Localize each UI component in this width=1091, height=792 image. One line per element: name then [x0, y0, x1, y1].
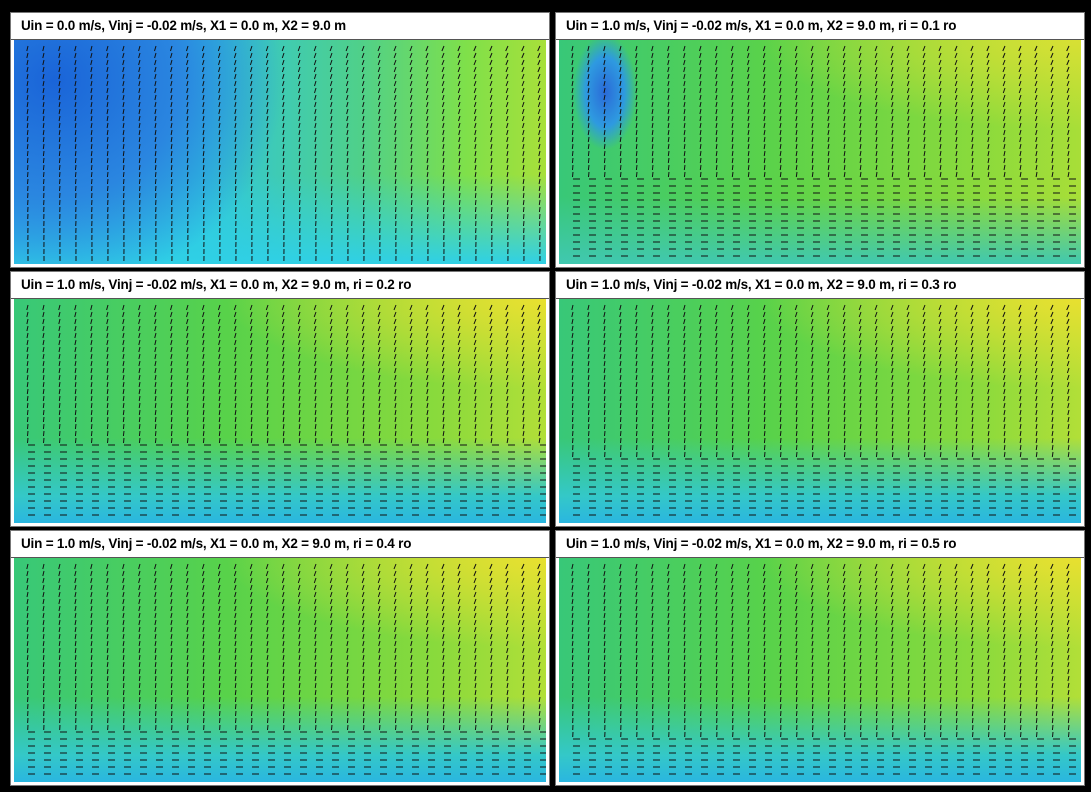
vectors — [26, 45, 541, 262]
vector-overlay — [26, 45, 541, 262]
vector-field — [559, 558, 1081, 782]
vector-arrows — [26, 45, 541, 262]
panel-title: Uin = 1.0 m/s, Vinj = -0.02 m/s, X1 = 0.… — [556, 531, 1084, 558]
vectors — [571, 45, 1076, 257]
vector-field — [14, 558, 546, 782]
vector-overlay — [571, 45, 1076, 257]
vector-overlay — [26, 304, 546, 516]
vector-overlay — [26, 563, 546, 775]
vector-field — [14, 40, 546, 264]
panel: Uin = 1.0 m/s, Vinj = -0.02 m/s, X1 = 0.… — [555, 271, 1085, 527]
panel: Uin = 1.0 m/s, Vinj = -0.02 m/s, X1 = 0.… — [10, 530, 550, 786]
panel: Uin = 1.0 m/s, Vinj = -0.02 m/s, X1 = 0.… — [10, 271, 550, 527]
vector-arrows — [571, 563, 1076, 775]
vectors — [571, 304, 1076, 516]
vector-arrows — [571, 45, 1076, 257]
panel-title: Uin = 1.0 m/s, Vinj = -0.02 m/s, X1 = 0.… — [556, 13, 1084, 40]
vectors — [26, 563, 546, 775]
vector-overlay — [571, 304, 1076, 516]
panel-title: Uin = 1.0 m/s, Vinj = -0.02 m/s, X1 = 0.… — [11, 272, 549, 299]
panel: Uin = 0.0 m/s, Vinj = -0.02 m/s, X1 = 0.… — [10, 12, 550, 268]
vector-field — [559, 299, 1081, 523]
panel-title: Uin = 1.0 m/s, Vinj = -0.02 m/s, X1 = 0.… — [11, 531, 549, 558]
vector-field — [14, 299, 546, 523]
vector-arrows — [571, 304, 1076, 516]
vector-arrows — [26, 304, 546, 516]
vector-field — [559, 40, 1081, 264]
panel: Uin = 1.0 m/s, Vinj = -0.02 m/s, X1 = 0.… — [555, 12, 1085, 268]
vectors — [26, 304, 546, 516]
panel: Uin = 1.0 m/s, Vinj = -0.02 m/s, X1 = 0.… — [555, 530, 1085, 786]
panel-title: Uin = 0.0 m/s, Vinj = -0.02 m/s, X1 = 0.… — [11, 13, 549, 40]
panel-title: Uin = 1.0 m/s, Vinj = -0.02 m/s, X1 = 0.… — [556, 272, 1084, 299]
vector-overlay — [571, 563, 1076, 775]
vector-arrows — [26, 563, 546, 775]
vectors — [571, 563, 1076, 775]
